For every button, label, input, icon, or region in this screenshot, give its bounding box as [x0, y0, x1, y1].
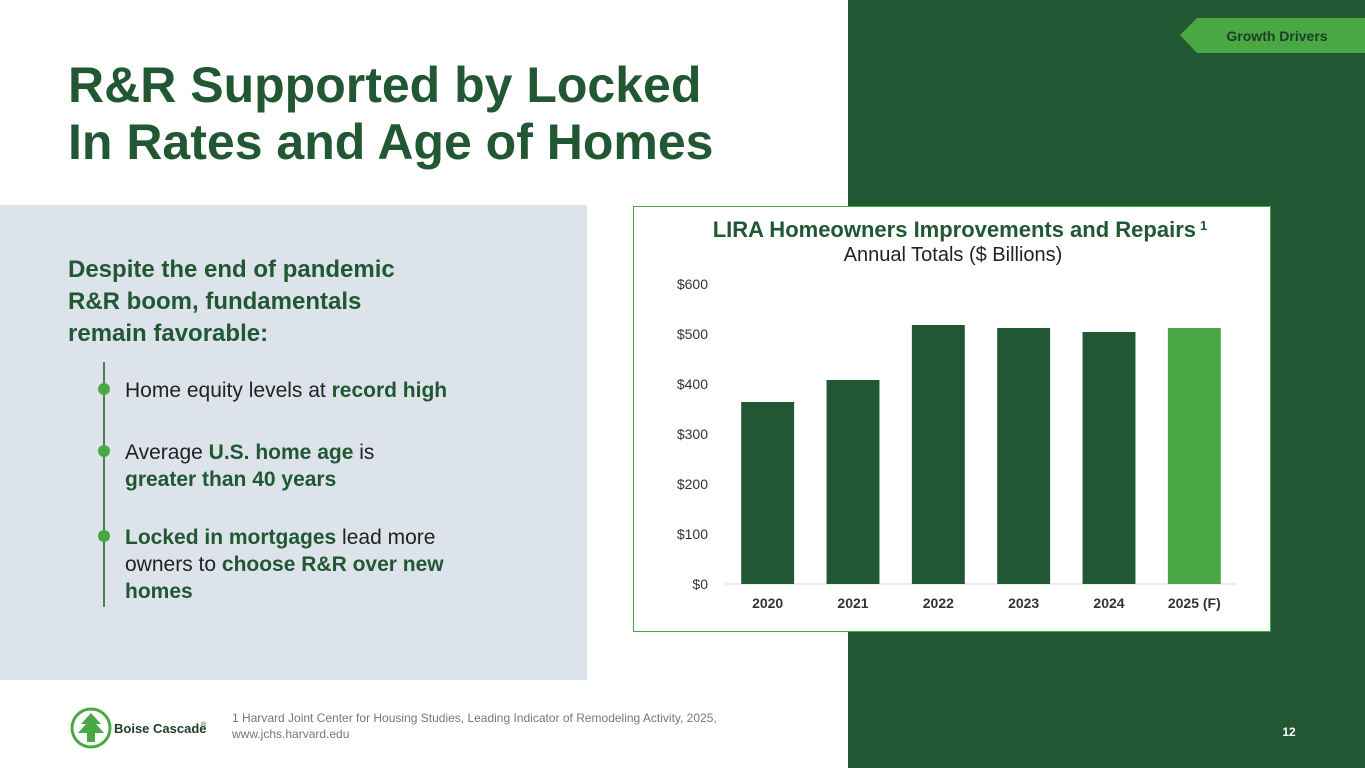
y-tick-label: $0	[692, 576, 708, 592]
bullet-strong: greater than 40 years	[125, 468, 336, 491]
chart-title-note: 1	[1200, 218, 1207, 233]
bullet-dot	[98, 383, 110, 395]
y-tick-label: $500	[677, 326, 708, 342]
x-tick-label: 2021	[837, 595, 868, 611]
bullet-strong: homes	[125, 580, 193, 603]
chart-title: LIRA Homeowners Improvements and Repairs	[713, 217, 1196, 242]
bullet-text: Home equity levels at	[125, 379, 332, 402]
x-tick-label: 2025 (F)	[1168, 595, 1221, 611]
bullet-line: greater than 40 years	[125, 468, 336, 491]
lead-line: R&R boom, fundamentals	[68, 288, 361, 315]
logo-mark: ®	[201, 721, 207, 729]
logo-ring	[70, 707, 112, 749]
bar	[911, 325, 965, 584]
chart-subtitle: Annual Totals ($ Billions)	[844, 244, 1063, 266]
y-tick-label: $600	[677, 276, 708, 292]
bar	[1167, 328, 1221, 584]
bullet-strong: U.S. home age	[209, 441, 354, 464]
footnote: 1 Harvard Joint Center for Housing Studi…	[232, 711, 717, 725]
bullet-strong: record high	[332, 379, 448, 402]
y-tick-label: $300	[677, 426, 708, 442]
lead-line: Despite the end of pandemic	[68, 256, 395, 283]
bullet-line: Locked in mortgages lead more	[125, 526, 435, 549]
title-line: In Rates and Age of Homes	[68, 114, 713, 170]
bar	[997, 328, 1051, 584]
x-tick-label: 2022	[923, 595, 954, 611]
title-line: R&R Supported by Locked	[68, 57, 701, 113]
y-tick-label: $200	[677, 476, 708, 492]
page-number: 12	[1282, 725, 1296, 739]
left-panel	[0, 205, 587, 680]
tag: Growth Drivers	[1226, 28, 1327, 44]
bullet-dot	[98, 530, 110, 542]
tag-shape	[1180, 18, 1365, 53]
x-tick-label: 2024	[1093, 595, 1124, 611]
bullet-dot	[98, 445, 110, 457]
bullet-line: homes	[125, 580, 193, 603]
bullet-text: owners to	[125, 553, 222, 576]
bullet-line: Home equity levels at record high	[125, 379, 447, 402]
x-tick-label: 2023	[1008, 595, 1039, 611]
bar	[741, 402, 795, 584]
footnote: www.jchs.harvard.edu	[231, 727, 349, 741]
bullet-line: Average U.S. home age is	[125, 441, 374, 464]
lead-line: remain favorable:	[68, 320, 268, 347]
x-tick-label: 2020	[752, 595, 783, 611]
bullet-strong: choose R&R over new	[222, 553, 444, 576]
bar	[826, 380, 880, 584]
bullet-strong: Locked in mortgages	[125, 526, 336, 549]
bar	[1082, 332, 1136, 584]
bullet-line: owners to choose R&R over new	[125, 553, 444, 576]
bullet-text: is	[353, 441, 374, 464]
logo-tree	[78, 713, 104, 742]
y-tick-label: $100	[677, 526, 708, 542]
logo-text: Boise Cascade	[114, 721, 207, 736]
bullet-text: lead more	[336, 526, 435, 549]
y-tick-label: $400	[677, 376, 708, 392]
bullet-text: Average	[125, 441, 209, 464]
